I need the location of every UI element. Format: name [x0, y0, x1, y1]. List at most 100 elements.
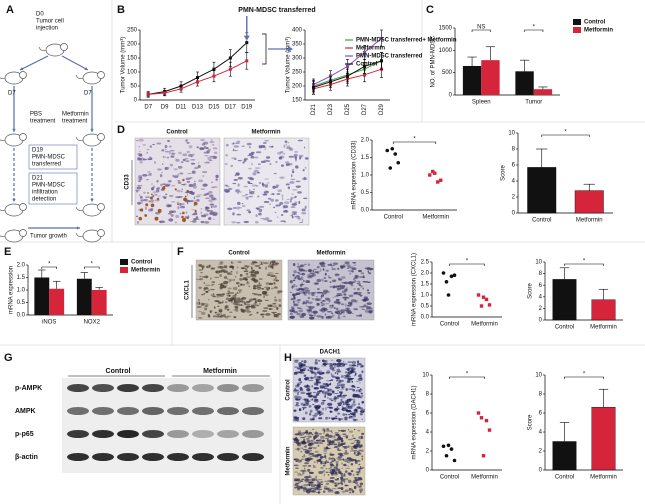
- tissue-texture: [270, 275, 276, 278]
- step-label: treatment: [30, 119, 56, 125]
- bar: [527, 167, 557, 214]
- bar: [76, 278, 92, 315]
- tissue-texture: [230, 270, 233, 273]
- tissue-texture: [278, 304, 282, 308]
- tissue-texture: [332, 376, 337, 378]
- tissue-texture: [207, 289, 210, 291]
- tissue-texture: [144, 206, 147, 210]
- point: [446, 443, 451, 448]
- tissue-texture: [296, 307, 302, 309]
- tissue-texture: [359, 388, 362, 390]
- tissue-texture: [273, 282, 276, 284]
- tissue-texture: [356, 471, 360, 475]
- tissue-texture: [152, 144, 156, 146]
- tissue-texture: [208, 159, 213, 161]
- tissue-texture: [226, 315, 232, 317]
- stain-spot: [145, 203, 149, 207]
- tissue-texture: [329, 364, 333, 368]
- tissue-texture: [297, 277, 301, 280]
- significance-label: *: [466, 259, 469, 265]
- tissue-texture: [333, 408, 339, 411]
- tissue-texture: [142, 144, 146, 146]
- tissue-texture: [299, 388, 304, 392]
- tissue-texture: [343, 435, 346, 437]
- tissue-texture: [330, 378, 334, 381]
- significance-label: *: [583, 372, 586, 378]
- blot-band: [142, 430, 164, 438]
- tissue-texture: [184, 157, 189, 160]
- point: [363, 50, 366, 54]
- tissue-texture: [336, 437, 343, 441]
- tissue-texture: [216, 295, 220, 298]
- point: [329, 80, 332, 84]
- blot-band: [167, 453, 189, 461]
- stain-spot: [183, 197, 187, 202]
- tissue-texture: [293, 279, 296, 282]
- tissue-texture: [277, 292, 280, 294]
- bar: [515, 71, 534, 95]
- tissue-texture: [277, 216, 279, 218]
- tissue-texture: [337, 277, 342, 280]
- y-tick-label: 2.5: [421, 260, 430, 266]
- y-tick-label: 0: [134, 98, 138, 104]
- tissue-texture: [349, 415, 353, 418]
- tissue-texture: [241, 195, 247, 197]
- tissue-texture: [342, 394, 348, 397]
- tissue-texture: [265, 287, 270, 290]
- tissue-texture: [361, 305, 367, 308]
- tissue-texture: [327, 406, 333, 408]
- tissue-texture: [320, 264, 326, 268]
- tissue-texture: [300, 276, 304, 278]
- tissue-texture: [191, 170, 196, 174]
- blot-band: [217, 384, 239, 392]
- tissue-texture: [213, 186, 218, 188]
- tissue-texture: [314, 361, 318, 365]
- tissue-texture: [137, 185, 143, 187]
- stain-spot: [140, 208, 144, 212]
- tissue-texture: [203, 292, 206, 295]
- tissue-texture: [255, 214, 258, 218]
- tissue-texture: [321, 407, 325, 410]
- blot-band: [167, 430, 189, 438]
- tissue-texture: [215, 270, 221, 274]
- tissue-texture: [328, 404, 332, 406]
- tissue-texture: [205, 147, 209, 150]
- tissue-texture: [215, 174, 219, 179]
- tissue-texture: [344, 484, 349, 487]
- tissue-texture: [334, 372, 337, 374]
- tissue-texture: [145, 179, 150, 181]
- tissue-texture: [305, 366, 310, 368]
- tissue-texture: [242, 161, 245, 164]
- tissue-texture: [272, 185, 276, 189]
- band-label: p-p65: [15, 431, 34, 438]
- tissue-texture: [186, 150, 190, 154]
- tissue-texture: [257, 299, 263, 303]
- significance-bracket: [449, 263, 485, 266]
- tissue-texture: [348, 487, 352, 490]
- tissue-texture: [206, 266, 208, 268]
- tissue-texture: [310, 490, 317, 493]
- tissue-texture: [340, 487, 344, 491]
- step-label: PMN-MDSC: [32, 155, 66, 161]
- tissue-texture: [223, 276, 228, 279]
- tissue-texture: [263, 218, 266, 221]
- tissue-texture: [311, 292, 315, 297]
- tissue-texture: [316, 271, 320, 274]
- tissue-texture: [352, 313, 354, 315]
- stain-spot: [186, 216, 189, 219]
- tissue-texture: [233, 145, 240, 148]
- tissue-texture: [331, 374, 335, 378]
- tissue-texture: [270, 198, 275, 202]
- step-box: [28, 144, 78, 170]
- x-tick-label: D27: [362, 103, 368, 115]
- tissue-texture: [290, 178, 296, 181]
- tissue-texture: [267, 273, 271, 277]
- tissue-texture: [320, 466, 324, 469]
- tissue-texture: [297, 489, 300, 491]
- tissue-texture: [207, 157, 212, 160]
- tissue-texture: [334, 295, 339, 298]
- tissue-texture: [250, 190, 255, 193]
- tissue-texture: [346, 403, 350, 406]
- tissue-texture: [337, 404, 342, 407]
- tissue-texture: [318, 458, 322, 462]
